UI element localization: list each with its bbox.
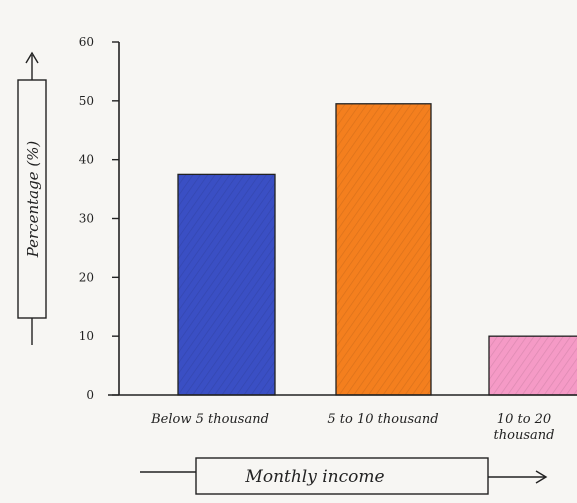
y-axis-label: Percentage (%)	[24, 141, 42, 259]
bar-texture	[336, 103, 431, 396]
y-ticks: 0 10 20 30 40 50 60	[79, 35, 119, 402]
bars-layer	[177, 103, 577, 396]
y-tick-label: 40	[79, 153, 94, 167]
bar-texture	[489, 336, 577, 395]
y-tick-label: 50	[79, 94, 94, 108]
x-axis-label-group: Monthly income	[140, 457, 548, 495]
y-tick-label: 30	[79, 212, 94, 226]
y-tick-label: 20	[79, 270, 94, 284]
y-tick-label: 60	[79, 35, 94, 49]
x-axis-label: Monthly income	[244, 467, 384, 487]
y-tick-label: 0	[86, 388, 94, 402]
x-axis-label-box	[195, 457, 489, 495]
x-tick-label: 5 to 10 thousand	[327, 412, 438, 427]
y-axis-label-group: Percentage (%)	[17, 51, 47, 345]
x-tick-label: Below 5 thousand	[150, 412, 269, 427]
bar-texture	[178, 174, 275, 395]
x-tick-label: 10 to 20 thousand	[494, 412, 555, 443]
y-tick-label: 10	[79, 329, 94, 343]
x-tick-labels: Below 5 thousand 5 to 10 thousand 10 to 20…	[150, 412, 554, 443]
